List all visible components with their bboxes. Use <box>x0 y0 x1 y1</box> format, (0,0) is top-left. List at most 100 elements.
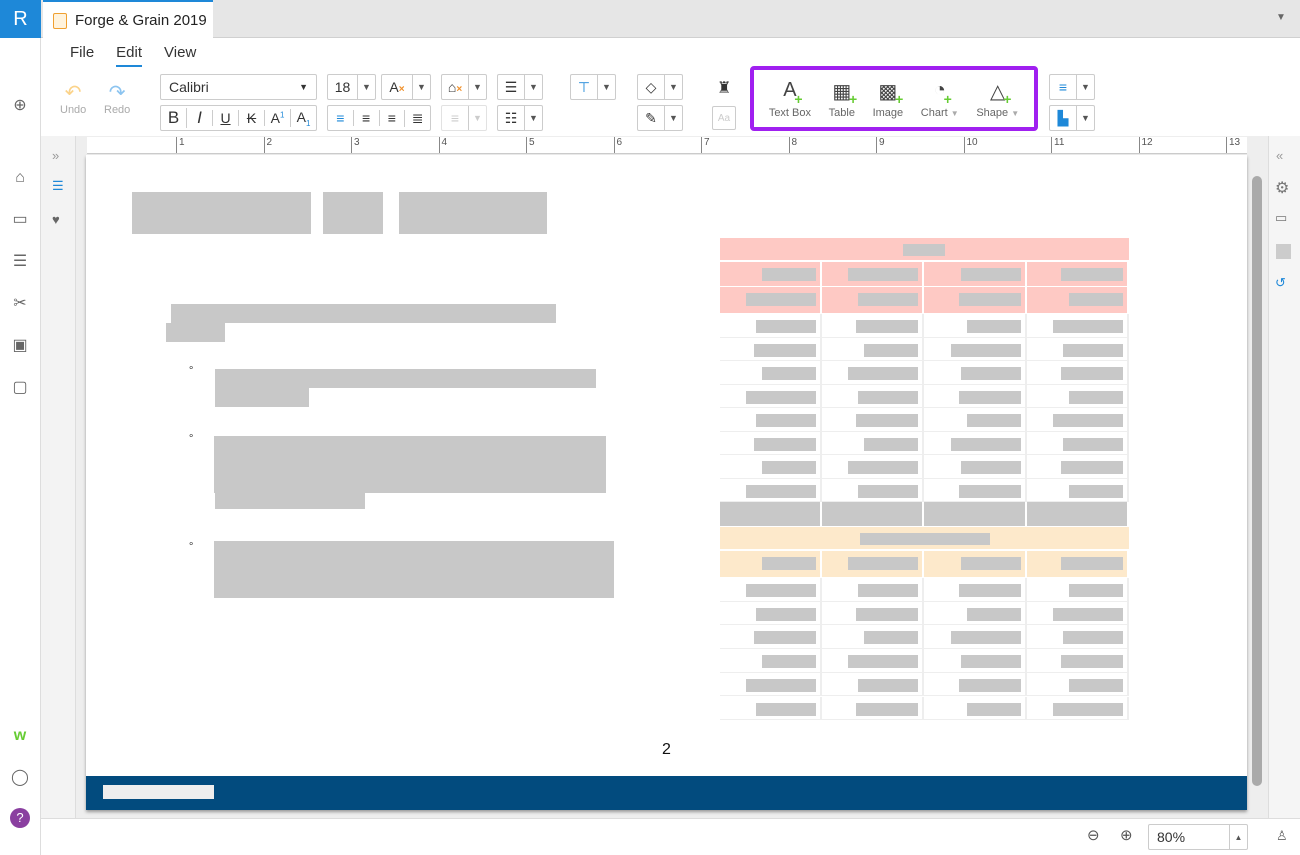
account-icon[interactable]: ♙ <box>1276 828 1288 843</box>
strikethrough-button[interactable]: K <box>238 110 264 126</box>
align-left-button[interactable]: ≡ <box>336 110 345 126</box>
bold-button[interactable]: B <box>167 108 180 127</box>
bullet-text <box>214 436 606 493</box>
brand-w-icon[interactable]: w <box>13 727 27 744</box>
settings-icon[interactable]: ⚙ <box>1275 180 1290 197</box>
image-button[interactable]: ▩ + Image <box>873 79 904 119</box>
fill-color-button[interactable]: ◇ ▼ <box>637 74 683 100</box>
undo-button[interactable]: ↶ Undo <box>60 80 86 116</box>
ruler-tick-label: 10 <box>963 137 978 153</box>
clear-format-button[interactable]: A× ▼ <box>381 74 431 100</box>
calendar-icon[interactable]: ▣ <box>12 337 28 354</box>
table-cell-text <box>756 320 816 333</box>
menu-view[interactable]: View <box>164 44 197 61</box>
table-cell-text <box>856 702 918 716</box>
image-icon: ▩ + <box>878 80 904 107</box>
text-direction-button[interactable]: ≡ ▼ <box>1049 74 1095 100</box>
history-icon[interactable]: ↺ <box>1275 275 1286 290</box>
chart-button[interactable]: ◔ + Chart ▼ <box>920 78 959 119</box>
tab-dropdown-icon[interactable]: ▼ <box>1276 12 1286 23</box>
pen-color-button[interactable]: ✎ ▼ <box>637 105 683 131</box>
table-cell-text <box>1063 437 1123 451</box>
table-cell-text <box>848 461 918 474</box>
table-cell-text <box>754 343 816 357</box>
font-size-value: 18 <box>334 79 351 95</box>
user-icon[interactable]: ◯ <box>11 769 29 786</box>
archive-icon[interactable]: ☰ <box>12 253 28 270</box>
menu-edit[interactable]: Edit <box>116 44 143 67</box>
table-cell-text <box>1069 678 1123 692</box>
table-cell-text <box>746 584 816 597</box>
31 <box>132 192 311 234</box>
paragraph-spacing-button[interactable]: ⊤ ▼ <box>570 74 616 100</box>
comment-icon[interactable]: ▭ <box>1275 210 1288 225</box>
zoom-value: 80% <box>1157 829 1186 845</box>
underline-button[interactable]: U <box>212 110 238 126</box>
numbered-list-button[interactable]: ☷ ▼ <box>497 105 543 131</box>
justify-button[interactable]: ≣ <box>404 109 430 127</box>
table-cell-text <box>1063 343 1123 357</box>
table-cell-text <box>959 390 1021 404</box>
bullet-text <box>215 388 309 407</box>
table-cell-text <box>762 557 816 570</box>
folder-icon[interactable]: ▭ <box>12 211 28 228</box>
table-cell-text <box>961 268 1021 281</box>
help-icon[interactable]: ? <box>10 808 30 828</box>
tools-icon[interactable]: ✂ <box>13 295 27 312</box>
zoom-select[interactable]: 80% ▲ <box>1148 824 1248 850</box>
text-box-button[interactable]: A + Text Box <box>769 79 811 119</box>
table-cell-text <box>858 484 918 498</box>
app-logo: R <box>0 0 41 38</box>
redo-button[interactable]: ↷ Redo <box>104 80 130 116</box>
table-cell-text <box>1053 320 1123 333</box>
font-size-select[interactable]: 18 ▼ <box>327 74 376 100</box>
zoom-out-icon[interactable]: ⊖ <box>1087 827 1100 844</box>
square-icon[interactable] <box>1276 244 1291 259</box>
home-icon[interactable]: ⌂ <box>15 169 25 186</box>
font-family-select[interactable]: Calibri ▼ <box>160 74 317 100</box>
menu-bar: File Edit View <box>70 44 196 67</box>
document-tab[interactable]: Forge & Grain 2019 <box>43 0 213 39</box>
table-cell-text <box>961 367 1021 380</box>
ruler-tick-label: 11 <box>1051 137 1064 153</box>
menu-file[interactable]: File <box>70 44 95 61</box>
zoom-in-icon[interactable]: ⊕ <box>1120 827 1133 844</box>
table-button[interactable]: ▦ + Table <box>829 79 858 119</box>
indent-button[interactable]: ≡ ▼ <box>441 105 487 131</box>
table-cell-text <box>756 702 816 716</box>
bullet-icon: ∘ <box>188 431 195 442</box>
table-cell-text <box>1061 461 1123 474</box>
table-cell <box>822 502 924 527</box>
align-right-button[interactable]: ≡ <box>378 110 405 126</box>
align-center-button[interactable]: ≡ <box>352 110 379 126</box>
subscript-button[interactable]: A1 <box>290 108 316 128</box>
left-rail <box>0 0 41 855</box>
table-icon: ▦ + <box>832 80 858 107</box>
table-cell-text <box>756 607 816 621</box>
table-cell-text <box>967 607 1021 621</box>
italic-button[interactable]: I <box>186 108 212 128</box>
table-cell-text <box>1053 607 1123 621</box>
table-cell-text <box>951 437 1021 451</box>
collapse-panel-icon[interactable]: « <box>1276 148 1284 163</box>
bookmark-icon[interactable]: ♥ <box>52 212 60 227</box>
add-icon[interactable]: ⊕ <box>13 97 27 114</box>
format-painter-icon[interactable]: ♜ <box>717 80 732 97</box>
bullet-icon: ∘ <box>188 539 195 550</box>
superscript-button[interactable]: A1 <box>264 110 290 126</box>
vertical-scrollbar[interactable] <box>1252 176 1262 786</box>
template-icon[interactable]: ▢ <box>12 379 28 396</box>
text-direction-icon: ≡ <box>1058 79 1068 95</box>
bullet-list-button[interactable]: ☰ ▼ <box>497 74 543 100</box>
object-align-button[interactable]: ▙ ▼ <box>1049 105 1095 131</box>
text-style-button[interactable]: Aa <box>712 106 736 130</box>
ruler-tick-label: 12 <box>1138 137 1153 153</box>
table-cell-text <box>1069 484 1123 498</box>
clear-style-button[interactable]: ⌂× ▼ <box>441 74 487 100</box>
outline-icon[interactable]: ☰ <box>52 178 64 193</box>
expand-panel-icon[interactable]: » <box>52 148 60 163</box>
shape-button[interactable]: △ + Shape ▼ <box>976 80 1020 119</box>
bullet-list-icon: ☰ <box>504 78 518 95</box>
align-object-icon: ▙ <box>1057 109 1069 126</box>
table-cell-text <box>864 437 918 451</box>
